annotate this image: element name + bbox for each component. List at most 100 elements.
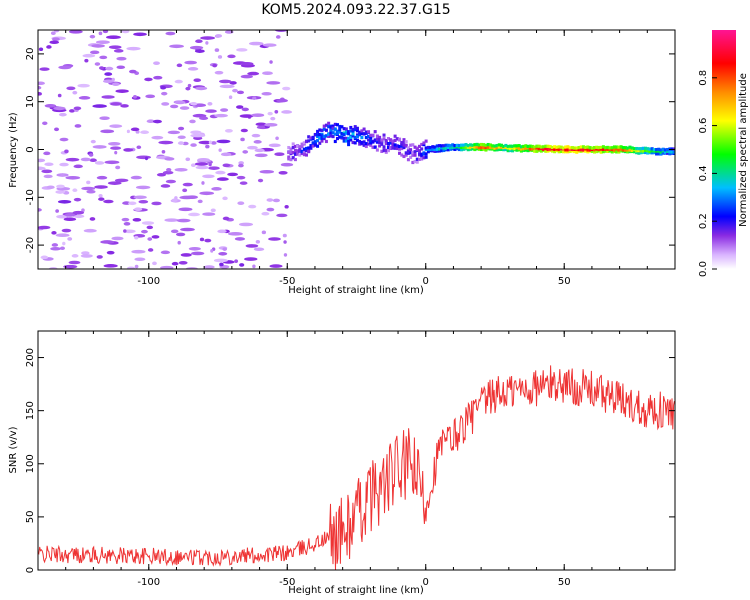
spectrogram-ridge-cell [395, 144, 399, 148]
spectrogram-noise-cell [65, 157, 80, 162]
spectrogram-ridge-cell [349, 138, 353, 142]
spectrogram-ridge-cell [340, 135, 344, 139]
spectrogram-ridge-cell [429, 147, 433, 151]
spectrogram-noise-cell [247, 71, 260, 76]
spectrogram-ridge-cell [362, 140, 366, 144]
spectrogram-ridge-cell [373, 145, 377, 149]
spectrogram-noise-cell [205, 144, 210, 149]
spectrogram-noise-cell [207, 102, 213, 106]
spectrogram-ridge-cell [553, 147, 557, 152]
spectrogram-ridge-cell [519, 149, 523, 153]
spectrogram-noise-cell [44, 104, 57, 108]
spectrogram-xlabel: Height of straight line (km) [288, 285, 424, 296]
spectrogram-ridge-cell [457, 143, 461, 148]
spectrogram-ridge-cell [369, 133, 373, 137]
spectrogram-noise-cell [72, 210, 85, 215]
spectrogram-noise-cell [126, 46, 141, 51]
spectrogram-noise-cell [266, 198, 274, 202]
spectrogram-ridge-cell [313, 140, 317, 144]
spectrogram-noise-cell [201, 181, 205, 185]
spectrogram-ridge-cell [386, 141, 390, 146]
spectrogram-ridge-cell [508, 144, 512, 148]
spectrogram-ridge-cell [433, 149, 437, 153]
spectrogram-noise-cell [57, 93, 62, 98]
spectrogram-noise-cell [205, 41, 209, 45]
spectrogram-ridge-cell [539, 149, 543, 153]
spectrogram-ridge-cell [316, 133, 320, 137]
spectrogram-noise-cell [161, 91, 168, 96]
spectrogram-ridge-cell [632, 150, 636, 154]
spectrogram-ridge-cell [409, 155, 413, 159]
spectrogram-ridge-cell [524, 144, 528, 148]
spectrogram-noise-cell [170, 104, 179, 109]
spectrogram-noise-cell [240, 61, 254, 66]
spectrogram-ridge-cell [353, 125, 357, 129]
spectrogram-noise-cell [66, 86, 76, 91]
spectrogram-ridge-cell [442, 146, 446, 150]
spectrogram-noise-cell [282, 233, 287, 238]
spectrogram-ridge-cell [320, 139, 324, 143]
spectrogram-ridge-cell [511, 144, 515, 148]
spectrogram-ridge-cell [333, 139, 337, 144]
spectrogram-noise-cell [208, 140, 212, 145]
spectrogram-ridge-cell [637, 147, 641, 151]
spectrogram-noise-cell [199, 237, 205, 242]
spectrogram-noise-cell [102, 30, 109, 34]
spectrogram-noise-cell [98, 194, 103, 198]
spectrogram-ridge-cell [358, 133, 362, 137]
spectrogram-noise-cell [130, 127, 140, 132]
spectrogram-noise-cell [199, 116, 209, 121]
spectrogram-noise-cell [63, 264, 78, 269]
spectrogram-noise-cell [39, 67, 50, 71]
spectrogram-noise-cell [144, 77, 153, 82]
spectrogram-ridge-cell [570, 146, 574, 150]
spectrogram-noise-cell [121, 217, 130, 222]
spectrogram-ridge-cell [369, 139, 373, 143]
spectrogram-ridge-cell [440, 146, 444, 150]
spectrogram-ridge-cell [293, 157, 297, 162]
spectrogram-noise-cell [244, 257, 258, 261]
spectrogram-ridge-cell [566, 145, 570, 149]
spectrogram-ridge-cell [342, 139, 346, 143]
spectrogram-noise-cell [83, 228, 97, 233]
spectrogram-noise-cell [151, 201, 162, 206]
spectrogram-noise-cell [99, 55, 108, 60]
spectrogram-noise-cell [136, 145, 142, 150]
spectrogram-ridge-cell [342, 136, 346, 141]
spectrogram-ridge-cell [391, 144, 395, 148]
spectrogram-noise-cell [59, 137, 69, 142]
colorbar-label: Normalized spectral amplitude [738, 73, 749, 227]
spectrogram-noise-cell [269, 264, 283, 268]
spectrogram-ridge-cell [641, 149, 645, 153]
spectrogram-ridge-cell [457, 145, 461, 149]
spectrogram-ridge-cell [324, 123, 328, 127]
spectrogram-ridge-cell [386, 148, 390, 153]
spectrogram-ridge-cell [380, 149, 384, 153]
spectrogram-noise-cell [110, 146, 122, 150]
spectrogram-ridge-cell [668, 152, 672, 156]
spectrogram-noise-cell [254, 153, 268, 158]
spectrogram-ridge-cell [599, 145, 603, 150]
spectrogram-ridge-cell [336, 136, 340, 141]
spectrogram-ridge-cell [287, 155, 291, 159]
spectrogram-ridge-cell [331, 126, 335, 130]
spectrogram-ridge-cell [491, 144, 495, 148]
spectrogram-noise-cell [262, 71, 273, 75]
spectrogram-ridge-cell [351, 127, 355, 132]
spectrogram-ridge-cell [564, 145, 568, 149]
spectrogram-noise-cell [123, 229, 127, 233]
spectrogram-ridge-cell [375, 140, 379, 144]
spectrogram-ridge-cell [429, 145, 433, 150]
spectrogram-noise-cell [189, 119, 196, 124]
spectrogram-ridge-cell [402, 138, 406, 142]
spectrogram-ridge-cell [338, 135, 342, 139]
spectrogram-ridge-cell [528, 147, 532, 151]
spectrogram-ridge-cell [648, 147, 652, 151]
spectrogram-noise-cell [56, 184, 65, 189]
spectrogram-ridge-cell [362, 143, 366, 147]
snr-series-line [38, 365, 675, 570]
spectrogram-ridge-cell [670, 150, 674, 154]
spectrogram-ridge-cell [296, 149, 300, 153]
spectrogram-ridge-cell [530, 144, 534, 149]
spectrogram-ridge-cell [391, 146, 395, 150]
